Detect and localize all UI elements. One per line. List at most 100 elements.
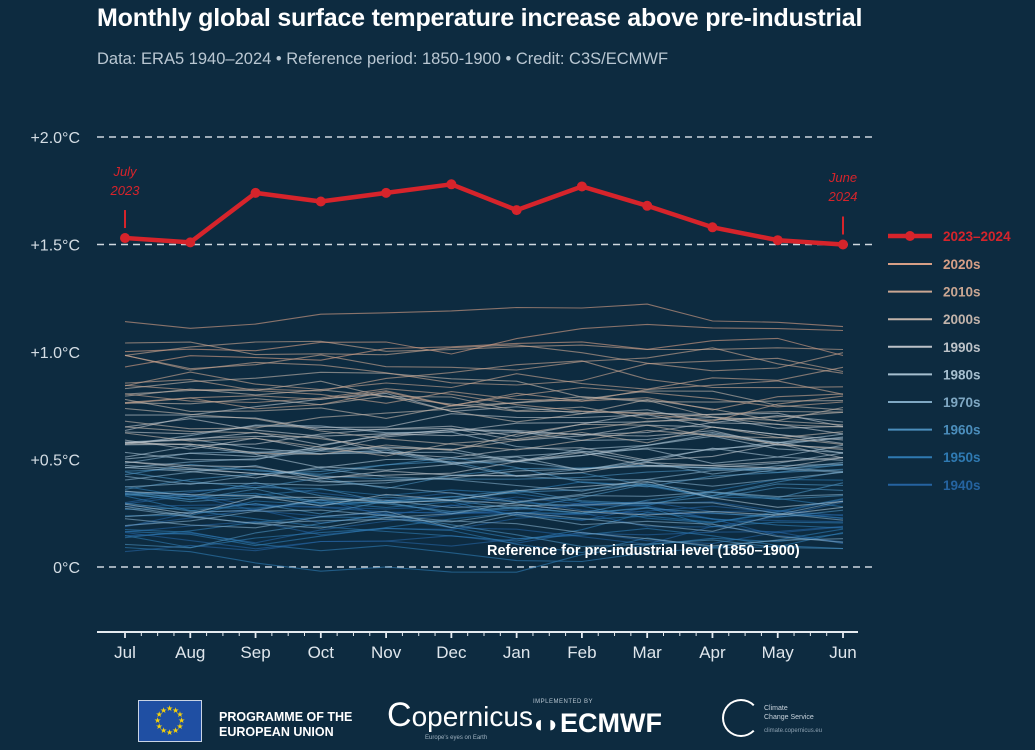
implemented-by-label: IMPLEMENTED BY	[533, 699, 594, 705]
y-tick-label: +2.0°C	[30, 130, 80, 147]
decade-line-2000s	[124, 371, 844, 403]
axis-layer: +2.0°C +1.5°C +1.0°C +0.5°C 0°C Reference for…	[30, 130, 858, 662]
x-tick-label: Apr	[699, 643, 726, 662]
legend: 2023–2024 2020s 2010s 2000s 1990s 1980s 1970s 1…	[888, 229, 1011, 493]
x-tick-label: Aug	[175, 643, 205, 662]
eu-star-icon: ★	[176, 710, 184, 719]
x-tick-label: Mar	[633, 643, 663, 662]
footer-logos: ★ ★ ★ ★ ★ ★ ★ ★ ★ ★ ★ ★ PROGRAMME OF THE EUROPEAN U…	[0, 684, 1035, 750]
decade-line-1970s	[124, 498, 844, 521]
decade-line-2010s	[124, 388, 844, 422]
legend-marker-2023-2024	[905, 231, 915, 241]
legend-label-2020s: 2020s	[943, 257, 981, 272]
decade-line-1950s	[124, 527, 844, 554]
eu-star-icon: ★	[176, 722, 184, 731]
decade-line-1990s	[124, 428, 844, 449]
eu-star-icon: ★	[155, 710, 163, 719]
decade-line-2000s	[124, 411, 844, 457]
series-point	[511, 205, 522, 216]
decade-line-1970s	[124, 509, 844, 547]
x-tick-label: Jun	[829, 643, 856, 662]
series-point	[250, 187, 261, 198]
decade-line-1990s	[124, 392, 844, 435]
series-point	[707, 222, 718, 233]
decade-line-1950s	[124, 529, 844, 563]
series-point	[381, 187, 392, 198]
eu-star-icon: ★	[155, 722, 163, 731]
series-point	[642, 200, 653, 211]
decade-line-1960s	[124, 460, 844, 497]
series-point	[838, 239, 848, 250]
decade-line-1960s	[124, 513, 844, 550]
decade-line-1950s	[124, 532, 844, 573]
decade-line-1950s	[124, 516, 844, 550]
legend-label-2010s: 2010s	[943, 285, 981, 300]
legend-label-2000s: 2000s	[943, 312, 981, 327]
legend-label-1990s: 1990s	[943, 340, 981, 355]
eu-star-icon: ★	[178, 716, 186, 725]
series-point	[772, 235, 783, 246]
eu-text-line1: PROGRAMME OF THE	[219, 710, 353, 724]
start-annotation-text: 2023	[110, 183, 141, 198]
decade-line-2010s	[124, 379, 844, 404]
c3s-logo-icon	[722, 699, 760, 737]
decade-line-2010s	[124, 366, 844, 391]
decade-line-1980s	[124, 490, 844, 516]
reference-label: Reference for pre-industrial level (1850…	[487, 543, 800, 559]
decade-line-1970s	[124, 510, 844, 543]
decade-line-2020s	[124, 337, 844, 368]
eu-star-icon: ★	[166, 728, 174, 737]
series-point	[120, 233, 130, 244]
decade-line-2000s	[124, 407, 844, 451]
decade-line-2000s	[124, 426, 844, 451]
eu-flag-icon: ★ ★ ★ ★ ★ ★ ★ ★ ★ ★ ★ ★	[138, 700, 202, 742]
chart-subtitle: Data: ERA5 1940–2024 • Reference period:…	[97, 50, 669, 68]
eu-star-icon: ★	[154, 716, 162, 725]
series-point	[185, 237, 196, 248]
copernicus-tagline: Europe's eyes on Earth	[425, 735, 488, 741]
legend-label-1980s: 1980s	[943, 367, 981, 382]
eu-star-icon: ★	[160, 705, 168, 715]
decade-lines-layer	[124, 303, 844, 573]
legend-label-1950s: 1950s	[943, 450, 981, 465]
legend-label-2023-2024: 2023–2024	[943, 229, 1011, 244]
series-point	[315, 196, 326, 207]
series-line-2023-2024	[124, 182, 844, 247]
eu-star-icon: ★	[172, 726, 180, 736]
copernicus-logo: Copernicus	[387, 696, 533, 734]
x-tick-label: Feb	[567, 643, 596, 662]
eu-star-icon: ★	[172, 705, 180, 715]
eu-star-icon: ★	[166, 704, 174, 713]
eu-star-icon: ★	[160, 726, 168, 736]
c3s-text-line1: Climate	[764, 705, 788, 712]
series-point	[576, 181, 587, 192]
decade-line-1990s	[124, 435, 844, 461]
decade-line-1980s	[124, 429, 844, 461]
decade-line-1980s	[124, 441, 844, 464]
decade-line-2000s	[124, 395, 844, 426]
decade-line-2020s	[124, 303, 844, 329]
c3s-url: climate.copernicus.eu	[764, 728, 823, 734]
decade-line-1980s	[124, 435, 844, 463]
eu-programme-text: PROGRAMME OF THE EUROPEAN UNION	[219, 710, 352, 740]
highlight-series-layer: July 2023 June 2024	[110, 164, 858, 250]
x-tick-label: Jul	[114, 643, 136, 662]
c3s-text-line2: Change Service	[764, 714, 814, 721]
decade-line-1980s	[124, 436, 844, 479]
end-annotation-text: 2024	[828, 189, 858, 204]
legend-label-1940s: 1940s	[943, 478, 981, 493]
chart-title: Monthly global surface temperature incre…	[97, 4, 863, 32]
decade-line-1960s	[124, 486, 844, 518]
eu-text-line2: EUROPEAN UNION	[219, 725, 334, 739]
decade-line-2000s	[124, 396, 844, 430]
ecmwf-logo: ◖◗ECMWF	[531, 708, 662, 738]
decade-line-1980s	[124, 480, 844, 515]
x-tick-label: Dec	[436, 643, 467, 662]
y-tick-label: 0°C	[53, 560, 80, 577]
decade-line-1990s	[124, 452, 844, 478]
decade-line-1940s	[124, 504, 844, 544]
decade-line-2010s	[124, 340, 844, 357]
y-tick-label: +1.0°C	[30, 345, 80, 362]
decade-line-1950s	[124, 495, 844, 524]
grid-layer	[97, 136, 877, 568]
